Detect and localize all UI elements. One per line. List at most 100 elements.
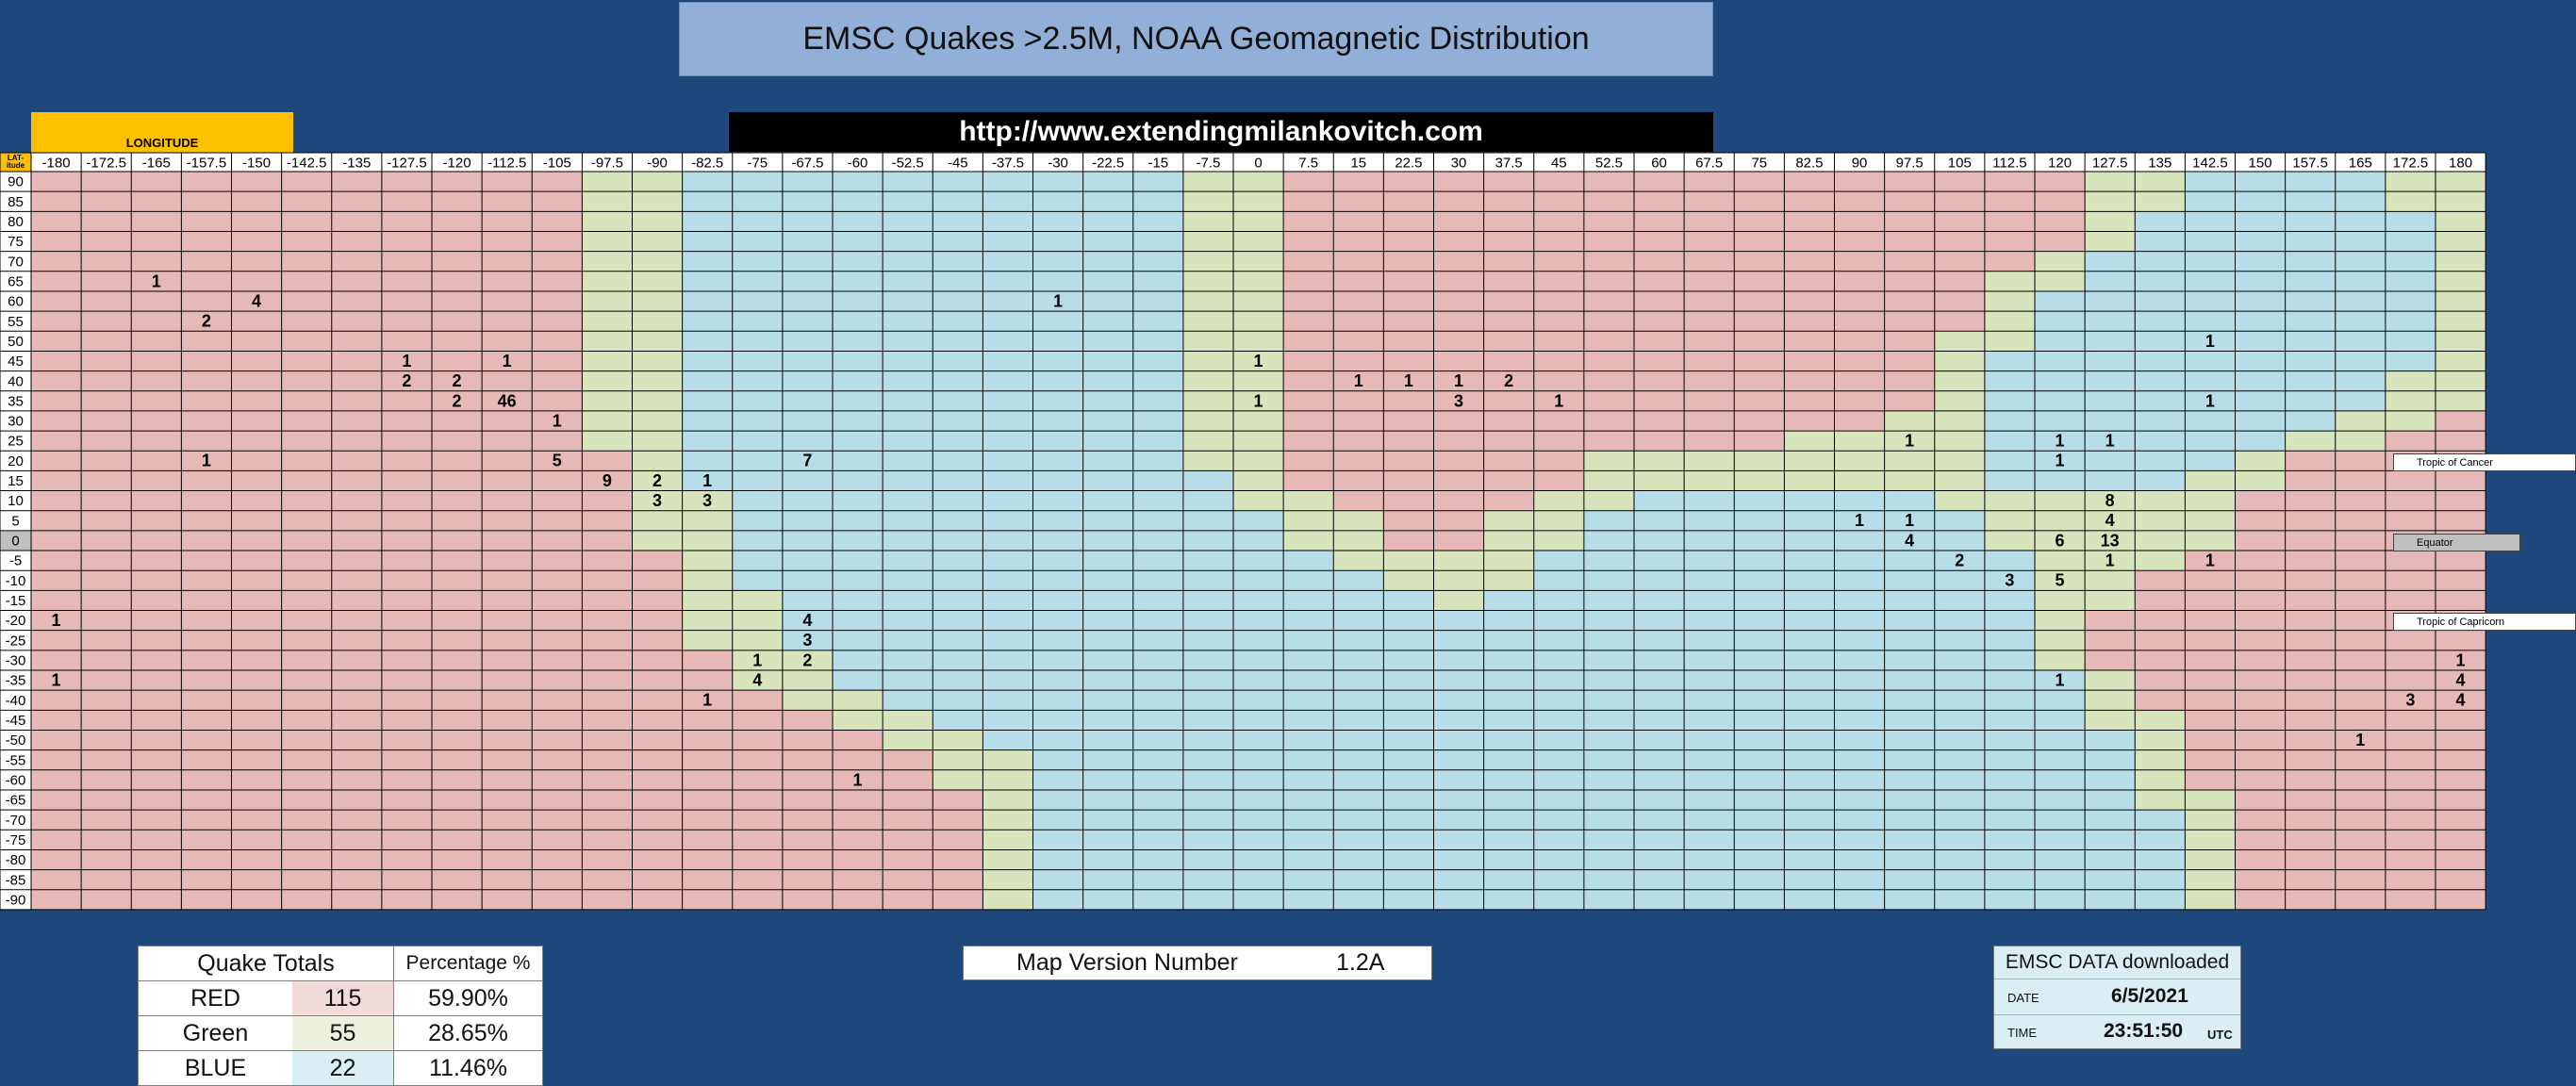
latitude-tick-label: -35 [6, 673, 26, 689]
zone-cell-blue [983, 271, 1033, 291]
zone-cell-green [2185, 530, 2236, 551]
zone-cell-green [782, 650, 833, 670]
latitude-tick-label: -5 [9, 553, 22, 569]
zone-cell-green [1934, 331, 1985, 352]
zone-cell-blue [2035, 830, 2086, 850]
zone-cell-blue [1483, 769, 1534, 790]
zone-cell-green [632, 271, 683, 291]
zone-cell-blue [1233, 749, 1284, 770]
zone-cell-red [2135, 630, 2186, 650]
zone-cell-blue [1032, 789, 1083, 811]
zone-cell-red [281, 231, 332, 252]
zone-cell-blue [1082, 710, 1133, 731]
zone-cell-blue [1283, 849, 1334, 870]
zone-cell-red [231, 730, 282, 750]
zone-cell-red [833, 830, 883, 850]
zone-cell-green [2335, 431, 2386, 452]
zone-cell-red [682, 690, 733, 711]
zone-cell-blue [1383, 710, 1434, 731]
longitude-tick-label: -67.5 [791, 156, 823, 172]
zone-cell-green [2035, 650, 2086, 670]
zone-cell-red [1583, 172, 1634, 192]
zone-cell-red [1283, 172, 1334, 192]
zone-cell-red [432, 490, 483, 511]
zone-cell-red [2335, 830, 2386, 850]
zone-cell-blue [1634, 749, 1685, 770]
zone-cell-green [1233, 451, 1284, 471]
zone-cell-red [1333, 410, 1384, 432]
longitude-tick-label: 150 [2249, 156, 2272, 172]
zone-cell-blue [682, 290, 733, 312]
zone-cell-blue [1684, 690, 1735, 711]
zone-cell-red [1834, 410, 1885, 432]
zone-cell-red [2285, 590, 2336, 611]
zone-cell-blue [1032, 670, 1083, 691]
zone-cell-red [1433, 390, 1484, 411]
zone-cell-blue [1132, 810, 1183, 831]
zone-cell-red [1984, 211, 2035, 232]
zone-cell-red [331, 789, 382, 811]
zone-cell-green [1533, 490, 1584, 511]
zone-cell-blue [833, 570, 883, 591]
zone-cell-red [2235, 889, 2286, 910]
zone-cell-blue [1684, 630, 1735, 650]
zone-cell-blue [1182, 510, 1233, 531]
zone-cell-blue [1333, 570, 1384, 591]
zone-cell-blue [983, 551, 1033, 571]
zone-cell-red [281, 730, 332, 750]
latitude-cell [0, 211, 31, 232]
zone-cell-red [131, 370, 182, 391]
zone-cell-red [231, 570, 282, 591]
zone-cell-red [381, 490, 432, 511]
zone-cell-red [933, 849, 983, 870]
zone-cell-blue [2035, 710, 2086, 731]
zone-cell-red [131, 290, 182, 312]
zone-cell-red [1834, 172, 1885, 192]
zone-cell-red [632, 889, 683, 910]
zone-cell-red [331, 749, 382, 770]
zone-cell-blue [983, 710, 1033, 731]
zone-cell-green [1784, 431, 1835, 452]
zone-cell-blue [1834, 590, 1885, 611]
zone-cell-blue [2135, 211, 2186, 232]
zone-cell-blue [1984, 749, 2035, 770]
zone-cell-red [1483, 290, 1534, 312]
zone-cell-red [933, 869, 983, 890]
zone-cell-blue [1283, 769, 1334, 790]
zone-cell-blue [883, 390, 933, 411]
zone-cell-red [181, 271, 232, 291]
zone-cell-blue [833, 630, 883, 650]
zone-cell-red [281, 610, 332, 631]
zone-cell-blue [2235, 431, 2286, 452]
zone-cell-blue [983, 630, 1033, 650]
zone-cell-red [1784, 211, 1835, 232]
zone-cell-blue [2285, 390, 2336, 411]
zone-cell-blue [1182, 590, 1233, 611]
map-version-label: Map Version Number [1016, 949, 1238, 976]
zone-cell-blue [2185, 351, 2236, 371]
zone-cell-red [281, 251, 332, 272]
zone-cell-blue [1032, 869, 1083, 890]
zone-cell-red [782, 830, 833, 850]
zone-cell-blue [1884, 789, 1935, 811]
zone-cell-red [682, 730, 733, 750]
zone-cell-blue [1583, 869, 1634, 890]
zone-cell-blue [1082, 431, 1133, 452]
zone-cell-blue [1483, 590, 1534, 611]
zone-cell-green [1433, 551, 1484, 571]
zone-cell-red [331, 710, 382, 731]
zone-cell-blue [1182, 690, 1233, 711]
zone-cell-green [833, 690, 883, 711]
zone-cell-red [482, 769, 533, 790]
zone-cell-red [281, 551, 332, 571]
zone-cell-red [2235, 769, 2286, 790]
zone-cell-blue [933, 331, 983, 352]
blue-percentage: 11.46% [393, 1050, 543, 1086]
zone-cell-blue [1132, 410, 1183, 432]
zone-cell-blue [2235, 390, 2286, 411]
zone-cell-red [1383, 470, 1434, 491]
zone-cell-blue [1483, 810, 1534, 831]
quake-count-label: 1 [2105, 551, 2115, 570]
zone-cell-red [181, 730, 232, 750]
zone-cell-blue [1383, 690, 1434, 711]
